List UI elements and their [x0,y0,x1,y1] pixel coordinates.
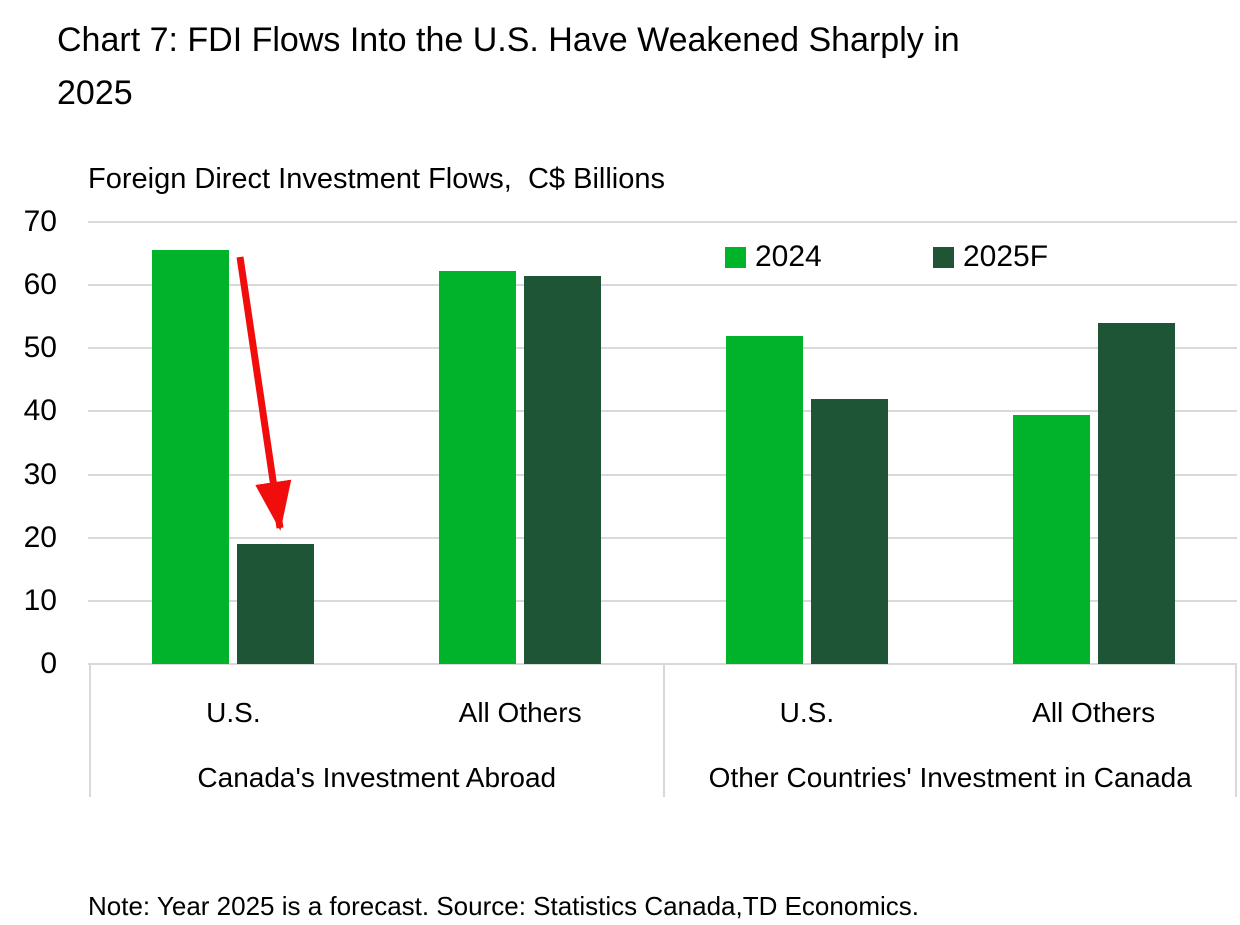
chart-title: Chart 7: FDI Flows Into the U.S. Have We… [57,21,960,112]
legend-item-2024: 2024 [725,240,822,273]
bar-2024-0 [152,250,230,664]
category-label-3: All Others [1032,697,1156,728]
legend: 2024 2025F [0,240,1240,273]
axis-box-line-2 [1235,664,1237,797]
bar-2025f-2 [810,398,888,664]
bar-2024-1 [439,270,517,664]
group-label-0: Canada's Investment Abroad [197,762,557,793]
legend-label-2024: 2024 [755,240,822,273]
gridline-70 [88,221,1237,223]
gridline-30 [88,473,1237,476]
legend-swatch-2024 [725,246,746,268]
axis-box-line-0 [89,664,91,797]
legend-item-2025f: 2025F [933,240,1049,273]
y-axis-tick-label: 40 [23,394,57,428]
group-label-1: Other Countries' Investment in Canada [708,762,1192,793]
gridline-20 [88,536,1237,539]
legend-swatch-2025f [933,246,954,268]
chart-subtitle: Foreign Direct Investment Flows, C$ Bill… [88,163,665,195]
category-label-0: U.S. [206,697,261,728]
bar-2025f-3 [1097,323,1175,664]
category-label-1: All Others [458,697,582,728]
gridline-50 [88,347,1237,350]
gridline-40 [88,410,1237,413]
legend-label-2025f: 2025F [963,240,1049,273]
category-label-2: U.S. [779,697,835,728]
axis-box-line-1 [662,664,665,797]
gridline-60 [88,284,1237,287]
bar-2024-3 [1012,414,1090,664]
source-note: Note: Year 2025 is a forecast. Source: S… [88,891,919,921]
y-axis-tick-label: 10 [23,583,57,617]
y-axis-tick-label: 50 [23,331,57,365]
y-axis-tick-label: 60 [23,268,57,302]
bar-2025f-1 [524,276,602,664]
y-axis-tick-label: 20 [23,520,57,554]
y-axis-tick-label: 0 [40,647,57,680]
bar-2025f-0 [237,544,315,664]
y-axis-tick-label: 30 [23,457,57,491]
gridline-10 [88,599,1237,602]
y-axis-tick-label: 70 [23,205,57,238]
bar-2024-2 [725,335,803,664]
